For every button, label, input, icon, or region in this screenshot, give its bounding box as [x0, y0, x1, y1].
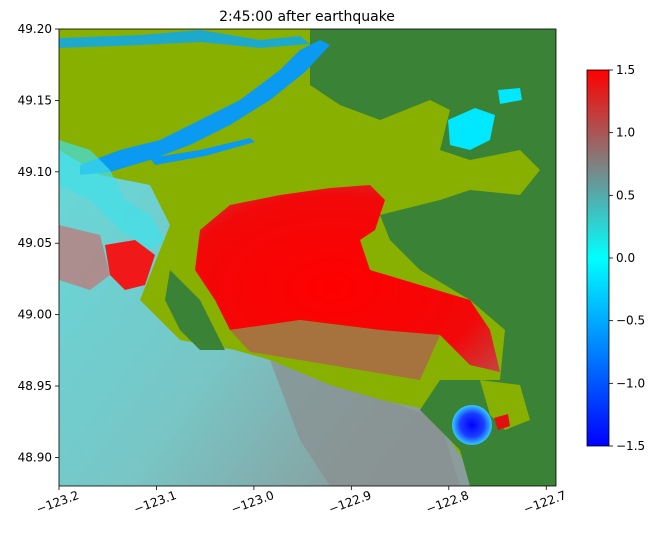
surge-west [105, 240, 155, 290]
lake [448, 108, 495, 150]
x-tick-label: −123.1 [132, 488, 179, 516]
y-tick-label: 49.15 [18, 93, 52, 107]
plot-frame [58, 28, 557, 487]
y-tick-label: 48.90 [18, 450, 52, 464]
heatmap-image [59, 29, 556, 486]
upland-south [165, 270, 225, 350]
y-tick-label: 49.20 [18, 22, 52, 36]
x-tick-label: −123.0 [229, 488, 276, 516]
x-axis: −123.2 −123.1 −123.0 −122.9 −122.8 −122.7 [34, 486, 568, 516]
colorbar-tick-label: 1.5 [616, 63, 635, 77]
colorbar-tick-label: 1.0 [616, 126, 635, 140]
y-tick-label: 49.05 [18, 236, 52, 250]
lake-small [498, 88, 522, 104]
x-tick-label: −123.2 [34, 488, 81, 516]
y-axis: 48.90 48.95 49.00 49.05 49.10 49.15 49.20 [18, 22, 59, 464]
colorbar [586, 69, 610, 447]
colorbar-tick-label: 0.0 [616, 251, 635, 265]
x-tick-label: −122.9 [327, 488, 374, 516]
x-tick-label: −122.7 [522, 488, 569, 516]
trough [452, 405, 492, 445]
shore-cyan [59, 140, 165, 250]
surge-main [195, 185, 500, 372]
upland-east [310, 29, 556, 486]
x-tick-label: −122.8 [424, 488, 471, 516]
upland-pocket [480, 380, 530, 430]
surge-west-fade [59, 225, 110, 290]
colorbar-tick-label: −1.5 [616, 439, 645, 453]
sea-gray-region [270, 360, 460, 486]
colorbar-tick-label: −0.5 [616, 314, 645, 328]
colorbar-tick-label: 0.5 [616, 188, 635, 202]
red-spot [494, 414, 510, 430]
chart-title: 2:45:00 after earthquake [219, 9, 395, 25]
y-tick-label: 49.00 [18, 308, 52, 322]
colorbar-axis: 1.5 1.0 0.5 0.0 −0.5 −1.0 −1.5 [609, 63, 645, 453]
y-tick-label: 49.10 [18, 165, 52, 179]
river-branch [150, 138, 255, 165]
river [80, 40, 330, 175]
river-top [59, 30, 310, 48]
colorbar-tick-label: −1.0 [616, 376, 645, 390]
surge-fade [230, 320, 440, 380]
y-tick-label: 48.95 [18, 379, 52, 393]
